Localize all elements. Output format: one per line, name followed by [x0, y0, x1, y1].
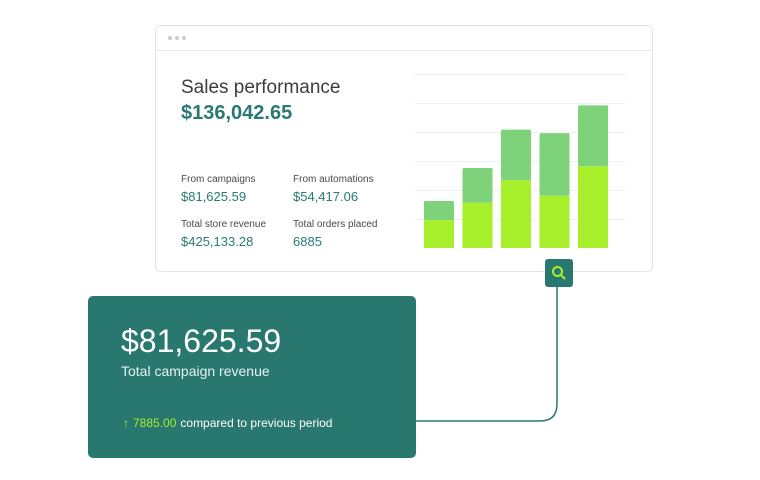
bar-top-3: [501, 129, 531, 181]
search-icon: [552, 266, 566, 280]
metric-value: $54,417.06: [293, 189, 359, 204]
bar-top-4: [539, 133, 570, 196]
metric-total-orders-placed: Total orders placed 6885: [293, 219, 378, 249]
metric-label: Total store revenue: [181, 219, 267, 230]
bar-top-2: [462, 167, 493, 203]
sales-bar-chart: [414, 74, 626, 248]
campaign-revenue-card: $81,625.59 Total campaign revenue ↑ 7885.…: [88, 296, 416, 458]
metric-from-campaigns: From campaigns $81,625.59: [181, 174, 255, 204]
delta-text: compared to previous period: [180, 416, 333, 430]
page-title: Sales performance: [181, 77, 341, 98]
metric-value: $81,625.59: [181, 189, 247, 204]
metric-label: From campaigns: [181, 174, 256, 185]
bar-top-5: [578, 105, 608, 167]
revenue-delta: ↑ 7885.00 compared to previous period: [123, 416, 332, 430]
arrow-up-icon: ↑: [123, 416, 129, 430]
bar-base-2: [462, 202, 493, 248]
bar-base-4: [539, 195, 570, 248]
metric-label: From automations: [293, 174, 374, 185]
metric-from-automations: From automations $54,417.06: [293, 174, 374, 204]
metric-total-store-revenue: Total store revenue $425,133.28: [181, 219, 266, 249]
delta-value: 7885.00: [133, 416, 177, 430]
connector-line: [416, 287, 558, 422]
campaign-revenue-value: $81,625.59: [121, 323, 282, 359]
window-dot: [175, 36, 179, 40]
window-titlebar: [156, 26, 652, 51]
campaign-revenue-label: Total campaign revenue: [121, 363, 270, 379]
metric-value: 6885: [293, 234, 322, 249]
window-dot: [168, 36, 172, 40]
window-dot: [182, 36, 186, 40]
bar-base-3: [501, 180, 531, 248]
total-sales-value: $136,042.65: [181, 102, 293, 124]
metric-label: Total orders placed: [293, 219, 378, 230]
zoom-button[interactable]: [545, 259, 573, 287]
sales-performance-window: Sales performance $136,042.65 From campa…: [155, 25, 653, 272]
bar-base-1: [424, 220, 454, 248]
bar-top-1: [424, 201, 454, 221]
bar-base-5: [578, 166, 608, 248]
metric-value: $425,133.28: [181, 234, 254, 249]
